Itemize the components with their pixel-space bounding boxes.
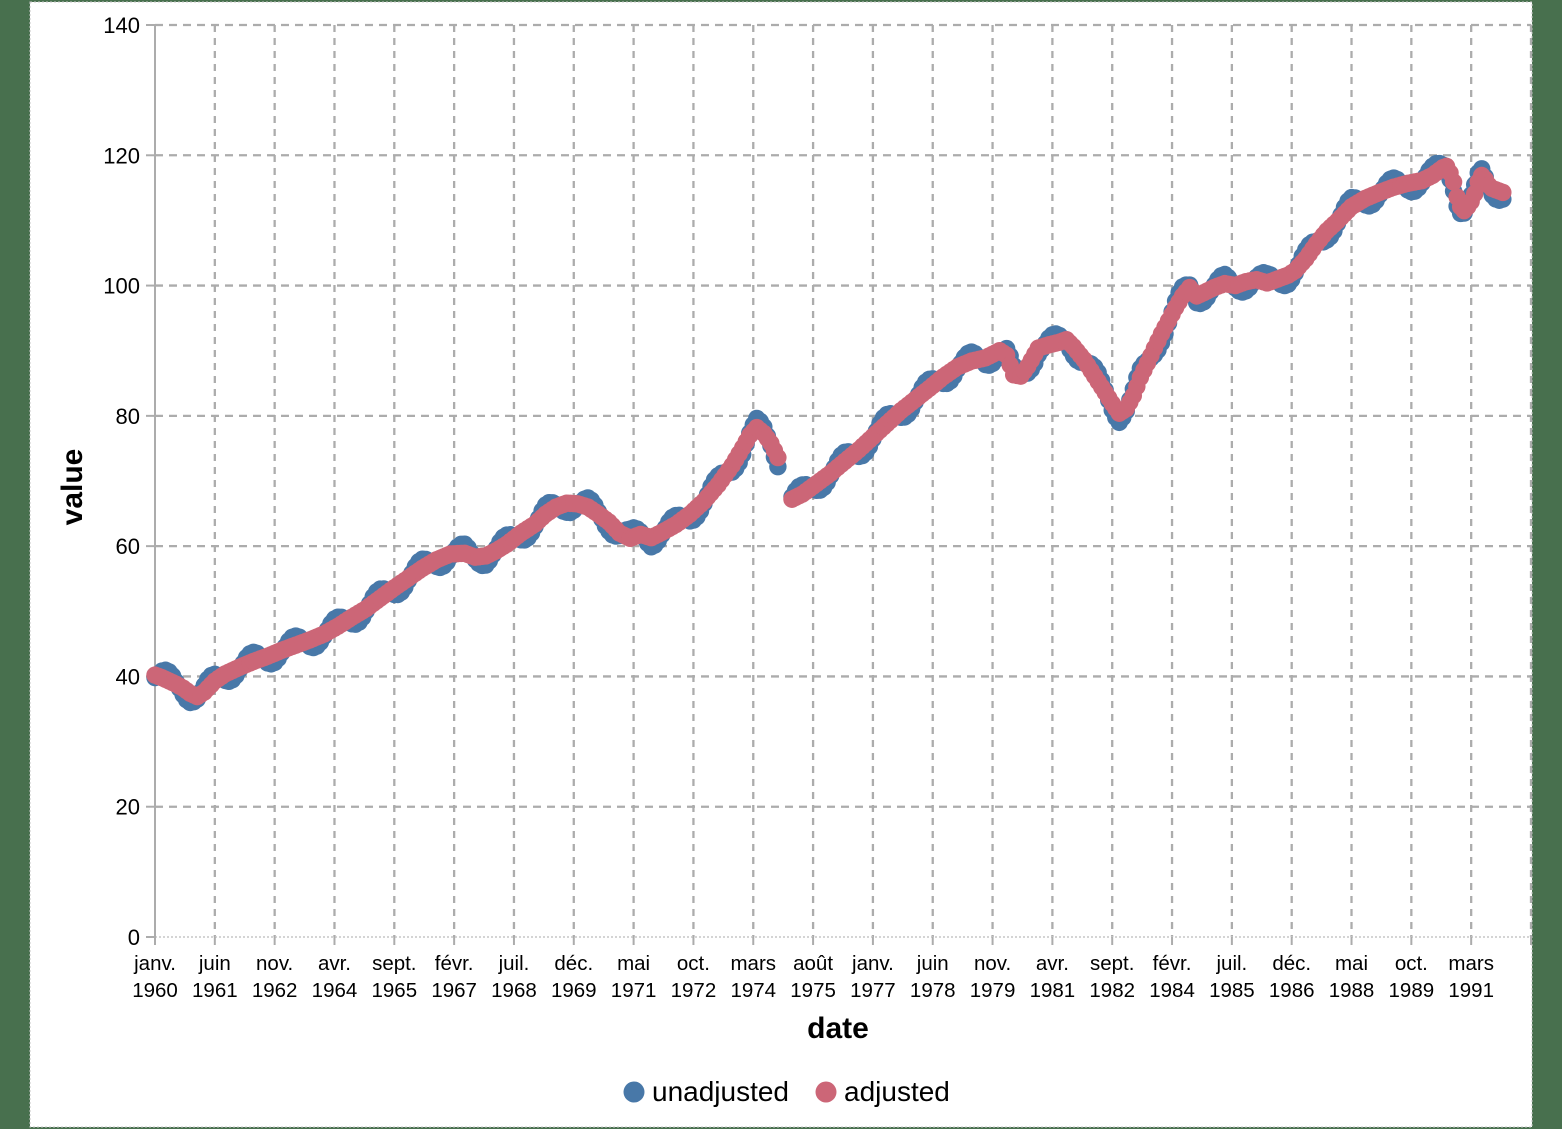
x-tick-label-year: 1986 xyxy=(1269,979,1315,1002)
x-tick-label-year: 1968 xyxy=(491,979,537,1002)
legend-unadjusted-label: unadjusted xyxy=(652,1076,789,1107)
x-tick-label-month: déc. xyxy=(1272,952,1311,975)
x-tick-labels: janv. 1960 juin 1961 nov. 1962 avr. 1964 sept. 19… xyxy=(132,952,1494,1002)
x-tick-label-year: 1961 xyxy=(192,979,238,1002)
x-tick-label-year: 1960 xyxy=(132,979,178,1002)
x-tick-label-month: juil. xyxy=(498,952,530,975)
x-tick-label-month: mars xyxy=(730,952,776,975)
y-tick-label: 120 xyxy=(103,143,140,168)
x-tick-label-month: nov. xyxy=(974,952,1011,975)
x-tick-label-month: juil. xyxy=(1215,952,1247,975)
x-tick-label-year: 1984 xyxy=(1149,979,1195,1002)
x-tick-label-year: 1978 xyxy=(910,979,956,1002)
x-tick-label-year: 1971 xyxy=(611,979,657,1002)
x-tick-label-month: avr. xyxy=(318,952,351,975)
x-tick-label-month: juin xyxy=(916,952,949,975)
x-tick-label-year: 1988 xyxy=(1329,979,1375,1002)
y-tick-labels: 0 20 40 60 80 100 120 140 xyxy=(103,13,140,950)
x-tick-label-month: oct. xyxy=(677,952,710,975)
legend-adjusted-label: adjusted xyxy=(844,1076,950,1107)
x-tick-label-year: 1962 xyxy=(252,979,298,1002)
x-tick-label-month: févr. xyxy=(1153,952,1192,975)
legend-adjusted-marker xyxy=(815,1081,837,1103)
x-tick-label-month: mars xyxy=(1448,952,1494,975)
x-tick-label-month: mai xyxy=(1335,952,1368,975)
x-tick-label-year: 1989 xyxy=(1389,979,1435,1002)
y-tick-label: 80 xyxy=(116,404,140,429)
x-tick-label-year: 1977 xyxy=(850,979,896,1002)
x-tick-label-year: 1967 xyxy=(431,979,477,1002)
x-tick-label-year: 1985 xyxy=(1209,979,1255,1002)
data-point-adjusted xyxy=(1444,173,1463,191)
axes xyxy=(146,24,1532,945)
x-tick-label-month: sept. xyxy=(1090,952,1134,975)
data-point-adjusted xyxy=(1494,183,1512,202)
x-tick-label-month: avr. xyxy=(1036,952,1069,975)
x-tick-label-year: 1965 xyxy=(371,979,417,1002)
y-tick-label: 60 xyxy=(116,534,140,559)
y-tick-label: 100 xyxy=(103,274,140,299)
gridlines xyxy=(155,23,1533,937)
y-tick-label: 0 xyxy=(128,925,140,950)
x-tick-label-month: oct. xyxy=(1395,952,1428,975)
x-tick-label-month: févr. xyxy=(435,952,474,975)
x-tick-label-year: 1982 xyxy=(1089,979,1135,1002)
y-tick-label: 20 xyxy=(116,795,140,820)
y-tick-label: 40 xyxy=(116,664,140,689)
y-tick-label: 140 xyxy=(103,13,140,38)
x-tick-label-month: janv. xyxy=(851,952,894,975)
y-axis-title: value xyxy=(56,449,89,526)
x-tick-label-month: déc. xyxy=(554,952,593,975)
x-tick-label-month: août xyxy=(793,952,833,975)
chart-canvas xyxy=(29,1,1533,1128)
x-axis-title: date xyxy=(807,1012,869,1045)
x-tick-label-year: 1964 xyxy=(312,979,358,1002)
x-tick-label-year: 1975 xyxy=(790,979,836,1002)
legend: unadjusted adjusted xyxy=(623,1076,950,1107)
x-tick-label-year: 1991 xyxy=(1448,979,1494,1002)
legend-unadjusted-marker xyxy=(623,1081,645,1103)
data-point-adjusted xyxy=(769,448,787,467)
x-tick-label-month: sept. xyxy=(372,952,416,975)
data-points-adjusted xyxy=(146,157,1512,706)
x-tick-label-month: nov. xyxy=(256,952,293,975)
x-tick-label-year: 1969 xyxy=(551,979,597,1002)
x-tick-label-month: mai xyxy=(617,952,650,975)
x-tick-label-year: 1972 xyxy=(671,979,717,1002)
x-tick-label-year: 1974 xyxy=(730,979,776,1002)
x-tick-label-year: 1981 xyxy=(1030,979,1076,1002)
x-tick-label-month: juin xyxy=(198,952,231,975)
x-tick-label-month: janv. xyxy=(133,952,176,975)
x-tick-label-year: 1979 xyxy=(970,979,1016,1002)
